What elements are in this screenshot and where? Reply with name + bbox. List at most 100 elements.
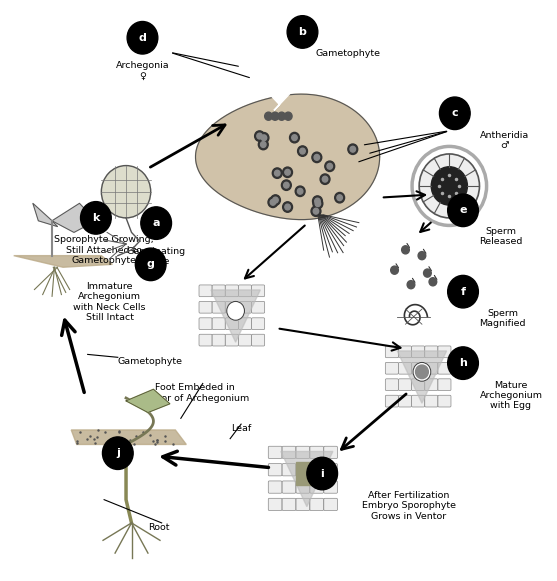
Circle shape bbox=[295, 186, 305, 196]
FancyBboxPatch shape bbox=[398, 363, 412, 374]
Circle shape bbox=[297, 146, 307, 156]
Circle shape bbox=[268, 197, 278, 207]
FancyBboxPatch shape bbox=[212, 285, 225, 297]
Polygon shape bbox=[33, 203, 57, 227]
FancyBboxPatch shape bbox=[268, 446, 282, 458]
FancyBboxPatch shape bbox=[226, 334, 238, 346]
Circle shape bbox=[284, 182, 289, 188]
Circle shape bbox=[320, 174, 330, 184]
Circle shape bbox=[439, 97, 470, 130]
Circle shape bbox=[281, 180, 291, 191]
Circle shape bbox=[313, 208, 319, 214]
Text: g: g bbox=[146, 259, 155, 270]
FancyBboxPatch shape bbox=[268, 498, 282, 511]
Circle shape bbox=[297, 464, 316, 483]
FancyBboxPatch shape bbox=[438, 346, 451, 358]
FancyBboxPatch shape bbox=[310, 464, 324, 476]
FancyBboxPatch shape bbox=[425, 395, 438, 407]
FancyBboxPatch shape bbox=[385, 379, 398, 390]
Circle shape bbox=[127, 21, 158, 54]
Text: f: f bbox=[461, 286, 466, 297]
Polygon shape bbox=[281, 451, 333, 507]
FancyBboxPatch shape bbox=[412, 379, 424, 390]
Circle shape bbox=[418, 252, 426, 260]
FancyBboxPatch shape bbox=[238, 302, 252, 313]
FancyBboxPatch shape bbox=[412, 346, 424, 358]
FancyBboxPatch shape bbox=[425, 379, 438, 390]
Text: b: b bbox=[299, 27, 306, 37]
Circle shape bbox=[282, 202, 292, 212]
Text: i: i bbox=[320, 468, 324, 479]
Circle shape bbox=[273, 197, 278, 203]
FancyBboxPatch shape bbox=[438, 363, 451, 374]
FancyBboxPatch shape bbox=[425, 363, 438, 374]
FancyBboxPatch shape bbox=[282, 498, 296, 511]
Circle shape bbox=[416, 365, 428, 379]
Circle shape bbox=[315, 200, 321, 206]
Circle shape bbox=[259, 132, 269, 143]
Circle shape bbox=[325, 161, 335, 171]
Polygon shape bbox=[71, 430, 186, 444]
Circle shape bbox=[311, 206, 321, 216]
Text: Antheridia
♂: Antheridia ♂ bbox=[480, 131, 529, 150]
Polygon shape bbox=[263, 87, 290, 110]
Text: Leaf: Leaf bbox=[231, 424, 251, 433]
FancyBboxPatch shape bbox=[385, 395, 398, 407]
FancyBboxPatch shape bbox=[282, 464, 296, 476]
FancyBboxPatch shape bbox=[324, 481, 338, 493]
FancyBboxPatch shape bbox=[238, 334, 252, 346]
Circle shape bbox=[258, 139, 268, 150]
Circle shape bbox=[448, 194, 478, 227]
FancyBboxPatch shape bbox=[324, 446, 338, 458]
FancyBboxPatch shape bbox=[310, 446, 324, 458]
Text: e: e bbox=[460, 205, 467, 216]
Circle shape bbox=[282, 167, 292, 178]
Circle shape bbox=[285, 112, 292, 120]
Circle shape bbox=[313, 198, 323, 209]
Circle shape bbox=[102, 437, 133, 469]
Circle shape bbox=[423, 269, 431, 277]
Circle shape bbox=[287, 16, 318, 48]
Circle shape bbox=[350, 146, 355, 152]
Circle shape bbox=[272, 168, 282, 178]
FancyBboxPatch shape bbox=[199, 334, 212, 346]
Polygon shape bbox=[397, 351, 447, 403]
Circle shape bbox=[429, 278, 437, 286]
Text: Sperm
Magnified: Sperm Magnified bbox=[480, 309, 526, 328]
FancyBboxPatch shape bbox=[282, 481, 296, 493]
FancyBboxPatch shape bbox=[226, 285, 238, 297]
Text: h: h bbox=[459, 358, 467, 368]
Circle shape bbox=[271, 195, 280, 205]
Circle shape bbox=[307, 457, 338, 490]
FancyBboxPatch shape bbox=[412, 395, 424, 407]
Circle shape bbox=[348, 144, 358, 155]
FancyBboxPatch shape bbox=[282, 446, 296, 458]
Text: Foot Embeded in
Ventor of Archegonium: Foot Embeded in Ventor of Archegonium bbox=[140, 383, 249, 403]
FancyBboxPatch shape bbox=[296, 481, 310, 493]
Circle shape bbox=[227, 302, 245, 320]
Circle shape bbox=[285, 204, 290, 210]
Circle shape bbox=[290, 132, 300, 143]
Circle shape bbox=[271, 112, 279, 120]
Circle shape bbox=[390, 266, 398, 274]
FancyBboxPatch shape bbox=[385, 363, 398, 374]
FancyBboxPatch shape bbox=[238, 285, 252, 297]
Circle shape bbox=[402, 246, 409, 254]
Text: d: d bbox=[139, 33, 146, 43]
Polygon shape bbox=[14, 256, 113, 267]
Circle shape bbox=[261, 142, 266, 148]
Circle shape bbox=[278, 112, 286, 120]
Circle shape bbox=[413, 363, 431, 381]
FancyBboxPatch shape bbox=[296, 464, 310, 476]
Circle shape bbox=[300, 467, 314, 480]
FancyBboxPatch shape bbox=[438, 379, 451, 390]
FancyBboxPatch shape bbox=[296, 446, 310, 458]
Circle shape bbox=[81, 202, 111, 234]
FancyBboxPatch shape bbox=[238, 318, 252, 329]
FancyBboxPatch shape bbox=[324, 464, 338, 476]
FancyBboxPatch shape bbox=[438, 395, 451, 407]
Circle shape bbox=[448, 275, 478, 308]
FancyBboxPatch shape bbox=[212, 318, 225, 329]
Circle shape bbox=[300, 148, 305, 154]
Circle shape bbox=[265, 112, 272, 120]
